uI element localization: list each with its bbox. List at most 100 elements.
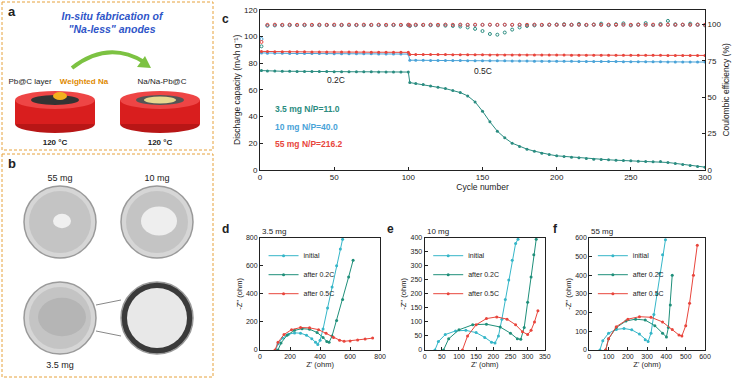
- svg-text:300: 300: [411, 262, 423, 269]
- svg-text:800: 800: [246, 234, 258, 241]
- svg-text:120: 120: [244, 6, 258, 15]
- svg-text:600: 600: [344, 353, 356, 360]
- svg-text:400: 400: [575, 272, 587, 279]
- svg-text:0: 0: [258, 353, 262, 360]
- svg-text:250: 250: [411, 276, 423, 283]
- svg-text:300: 300: [641, 353, 653, 360]
- svg-text:55 mg: 55 mg: [47, 173, 72, 183]
- svg-text:initial: initial: [304, 252, 320, 259]
- svg-text:3.5 mg: 3.5 mg: [262, 227, 286, 236]
- svg-text:300: 300: [522, 353, 534, 360]
- svg-text:50: 50: [414, 332, 422, 339]
- svg-text:Z' (ohm): Z' (ohm): [471, 360, 499, 369]
- svg-text:Discharge capacity (mAh g⁻¹): Discharge capacity (mAh g⁻¹): [232, 35, 242, 145]
- svg-text:100: 100: [603, 353, 615, 360]
- svg-text:0: 0: [587, 353, 591, 360]
- svg-text:d: d: [222, 222, 229, 236]
- svg-text:200: 200: [246, 318, 258, 325]
- svg-text:-Z'' (ohm): -Z'' (ohm): [235, 278, 244, 310]
- svg-text:500: 500: [680, 353, 692, 360]
- svg-text:100: 100: [575, 328, 587, 335]
- svg-text:800: 800: [374, 353, 386, 360]
- svg-text:0: 0: [423, 353, 427, 360]
- svg-text:120 °C: 120 °C: [148, 138, 173, 147]
- svg-text:-Z'' (ohm): -Z'' (ohm): [564, 278, 573, 310]
- svg-text:55 mg: 55 mg: [591, 227, 613, 236]
- svg-text:250: 250: [505, 353, 517, 360]
- svg-text:Z' (ohm): Z' (ohm): [633, 360, 661, 369]
- svg-text:300: 300: [698, 173, 712, 182]
- svg-text:"Na-less" anodes: "Na-less" anodes: [69, 23, 156, 35]
- svg-text:3.5 mg: 3.5 mg: [46, 360, 74, 370]
- svg-text:250: 250: [624, 173, 638, 182]
- svg-text:initial: initial: [468, 252, 484, 259]
- svg-text:80: 80: [248, 59, 257, 68]
- svg-text:after 0.5C: after 0.5C: [468, 290, 499, 297]
- svg-text:75: 75: [708, 57, 717, 66]
- svg-text:400: 400: [314, 353, 326, 360]
- svg-text:300: 300: [575, 290, 587, 297]
- svg-text:0.2C: 0.2C: [327, 75, 345, 85]
- svg-text:150: 150: [411, 304, 423, 311]
- svg-text:after 0.2C: after 0.2C: [304, 271, 335, 278]
- svg-text:a: a: [8, 4, 16, 19]
- svg-text:100: 100: [244, 32, 258, 41]
- svg-text:0: 0: [253, 166, 258, 175]
- svg-text:600: 600: [575, 234, 587, 241]
- svg-text:400: 400: [246, 290, 258, 297]
- svg-text:200: 200: [487, 353, 499, 360]
- svg-text:350: 350: [411, 248, 423, 255]
- svg-text:0: 0: [254, 346, 258, 353]
- svg-text:500: 500: [575, 253, 587, 260]
- svg-text:c: c: [222, 12, 229, 26]
- svg-text:50: 50: [708, 93, 717, 102]
- svg-text:0.5C: 0.5C: [474, 66, 492, 76]
- svg-text:25: 25: [708, 129, 717, 138]
- svg-text:0: 0: [258, 173, 263, 182]
- svg-text:60: 60: [248, 86, 257, 95]
- svg-text:400: 400: [661, 353, 673, 360]
- svg-text:600: 600: [246, 262, 258, 269]
- svg-text:initial: initial: [633, 252, 649, 259]
- svg-text:120 °C: 120 °C: [43, 138, 68, 147]
- svg-text:Weighted Na: Weighted Na: [60, 77, 109, 86]
- svg-text:100: 100: [453, 353, 465, 360]
- svg-text:Z' (ohm): Z' (ohm): [306, 360, 334, 369]
- svg-text:Na/Na-Pb@C: Na/Na-Pb@C: [137, 77, 186, 86]
- svg-text:50: 50: [330, 173, 339, 182]
- svg-text:In-situ fabrication of: In-situ fabrication of: [62, 10, 164, 22]
- svg-text:150: 150: [470, 353, 482, 360]
- svg-text:e: e: [387, 222, 394, 236]
- svg-text:50: 50: [438, 353, 446, 360]
- svg-text:0: 0: [708, 166, 713, 175]
- svg-text:200: 200: [622, 353, 634, 360]
- svg-text:-Z'' (ohm): -Z'' (ohm): [399, 278, 408, 310]
- svg-text:200: 200: [575, 309, 587, 316]
- svg-text:Coulombic efficiency (%): Coulombic efficiency (%): [721, 43, 731, 137]
- svg-text:f: f: [553, 222, 558, 236]
- svg-text:3.5 mg N/P=11.0: 3.5 mg N/P=11.0: [275, 104, 340, 114]
- svg-text:after 0.2C: after 0.2C: [468, 271, 499, 278]
- svg-text:0: 0: [583, 346, 587, 353]
- svg-text:0: 0: [418, 346, 422, 353]
- svg-text:100: 100: [708, 20, 722, 29]
- svg-text:40: 40: [248, 112, 257, 121]
- svg-text:100: 100: [402, 173, 416, 182]
- svg-text:600: 600: [699, 353, 711, 360]
- svg-text:200: 200: [550, 173, 564, 182]
- svg-text:Pb@C layer: Pb@C layer: [8, 77, 52, 86]
- svg-text:after 0.5C: after 0.5C: [633, 290, 664, 297]
- svg-text:55 mg N/P=216.2: 55 mg N/P=216.2: [275, 139, 343, 149]
- svg-text:150: 150: [476, 173, 490, 182]
- svg-text:400: 400: [411, 234, 423, 241]
- svg-text:100: 100: [411, 318, 423, 325]
- svg-text:10 mg: 10 mg: [427, 227, 449, 236]
- svg-text:Cycle number: Cycle number: [456, 182, 509, 192]
- svg-text:10 mg: 10 mg: [144, 173, 169, 183]
- svg-text:200: 200: [411, 290, 423, 297]
- svg-text:350: 350: [539, 353, 551, 360]
- svg-text:after 0.2C: after 0.2C: [633, 271, 664, 278]
- svg-text:20: 20: [248, 139, 257, 148]
- svg-text:b: b: [8, 156, 16, 171]
- svg-text:10 mg N/P=40.0: 10 mg N/P=40.0: [275, 122, 338, 132]
